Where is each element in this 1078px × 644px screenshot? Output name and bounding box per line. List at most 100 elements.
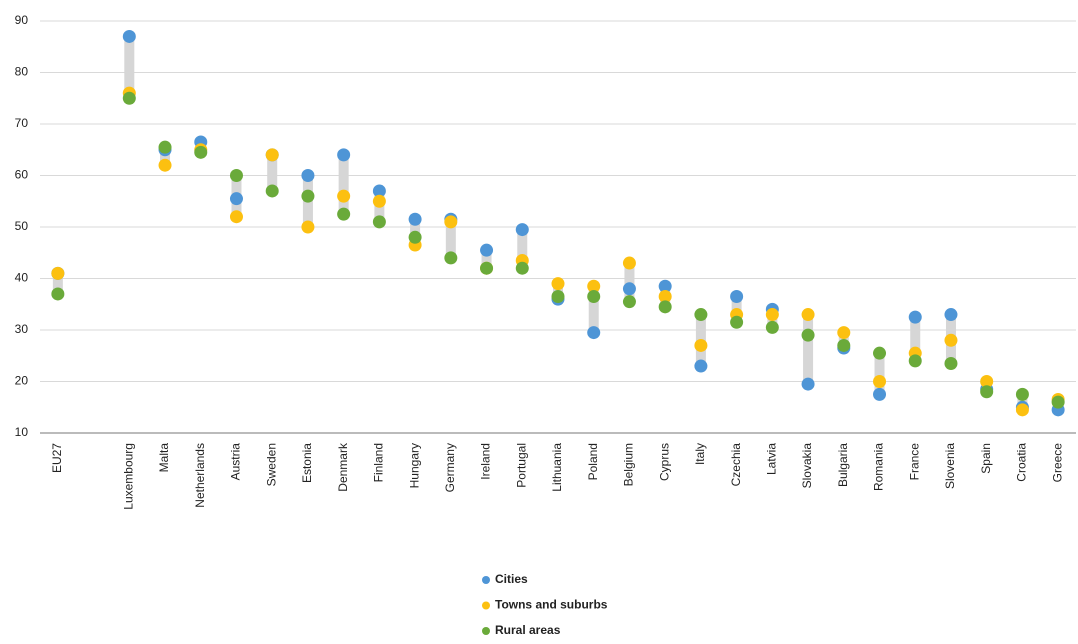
y-tick-label: 50 [15,219,29,233]
dot [980,375,994,388]
dot [694,359,708,373]
x-tick-label: Latvia [765,443,779,475]
range-bar [803,314,814,385]
range-bar [588,286,599,333]
y-tick-label: 20 [15,374,29,388]
dot [408,230,422,244]
x-tick-label: Slovakia [800,443,814,489]
y-tick-label: 40 [15,271,29,285]
dot [587,279,601,293]
dot [873,346,887,360]
dot [337,189,351,203]
x-tick-label: Estonia [300,443,314,483]
dot [837,338,851,352]
x-tick-label: France [907,443,921,481]
dot [587,290,601,304]
dot [622,295,636,309]
x-tick-label: Luxembourg [121,443,135,510]
y-tick-label: 80 [15,65,29,79]
dot [694,338,708,352]
legend-marker [482,576,490,584]
x-tick-label: Malta [157,443,171,473]
x-tick-label: Poland [586,443,600,480]
dot [51,287,65,301]
range-bar [338,154,349,215]
dot [801,328,815,342]
dot [229,169,243,182]
y-tick-label: 10 [15,425,29,439]
x-tick-label: Croatia [1015,443,1029,482]
dot [765,320,779,334]
dot [801,308,815,322]
dot [873,375,887,388]
dot [158,140,172,154]
x-tick-label: Hungary [407,443,421,488]
x-tick-label: Cyprus [657,443,671,481]
x-tick-label: Belgium [622,443,636,486]
x-tick-label: Sweden [264,443,278,486]
dot [408,212,422,226]
dot [515,223,529,237]
dot [908,354,922,368]
dot [229,210,243,224]
dot [480,261,494,275]
dot [622,282,636,296]
x-tick-label: Netherlands [193,443,207,508]
dot [122,29,136,43]
x-tick-label: Portugal [514,443,528,488]
dot [551,277,565,291]
legend-label: Rural areas [495,623,561,637]
dot [194,145,208,159]
dot [444,215,458,229]
x-tick-label: Greece [1050,443,1064,483]
dot [765,308,779,322]
x-tick-label: Lithuania [550,443,564,492]
legend-label: Towns and suburbs [495,598,608,612]
dot [587,326,601,340]
dot [1051,395,1065,409]
dot [51,266,65,280]
x-tick-label: Slovenia [943,443,957,489]
x-tick-label: Romania [872,443,886,491]
x-tick-label: Bulgaria [836,443,850,487]
range-bar [124,36,135,99]
dot [944,356,958,370]
dot [265,148,279,162]
y-tick-label: 60 [15,168,29,182]
dot [908,310,922,324]
range-bar [517,229,528,269]
dot [480,243,494,257]
x-tick-label: Germany [443,443,457,492]
x-tick-label: EU27 [50,443,64,473]
dot [122,91,136,105]
dot [515,261,529,275]
legend-marker [482,627,490,635]
range-bar [445,219,456,258]
dot [944,308,958,322]
dot [980,385,994,399]
dot [337,148,351,162]
dot [658,279,672,293]
x-tick-label: Italy [693,443,707,465]
y-tick-label: 30 [15,322,29,336]
dot [372,215,386,229]
dot [301,189,315,203]
dot [551,290,565,304]
x-tick-label: Austria [229,443,243,481]
y-tick-label: 90 [15,13,29,27]
dot [622,256,636,270]
dot [265,184,279,198]
range-bar [481,250,492,269]
dot [1015,387,1029,401]
dot [694,308,708,322]
dot [229,192,243,206]
dot [873,387,887,401]
range-bar [52,273,63,294]
x-tick-label: Ireland [479,443,493,480]
dot [372,184,386,198]
dot [658,290,672,304]
dot [444,251,458,265]
x-tick-label: Denmark [336,442,350,492]
range-bar [910,317,921,361]
